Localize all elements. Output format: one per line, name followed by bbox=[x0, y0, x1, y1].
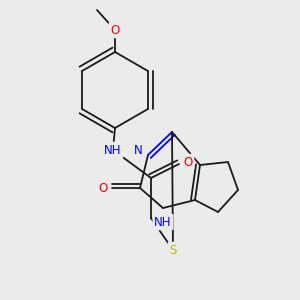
Text: O: O bbox=[110, 23, 120, 37]
Text: O: O bbox=[98, 182, 108, 194]
Text: O: O bbox=[183, 155, 193, 169]
Text: NH: NH bbox=[104, 143, 122, 157]
Text: S: S bbox=[169, 244, 177, 256]
Text: NH: NH bbox=[154, 215, 172, 229]
Text: N: N bbox=[134, 145, 142, 158]
